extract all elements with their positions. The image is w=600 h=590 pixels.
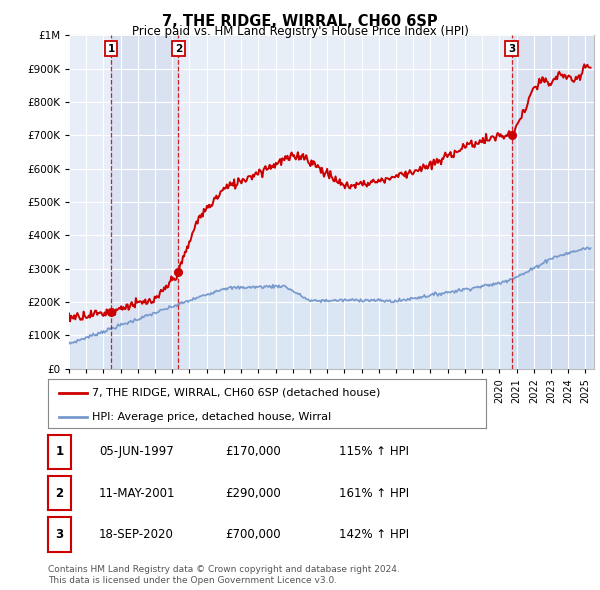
Text: 2: 2 xyxy=(55,487,64,500)
Text: 142% ↑ HPI: 142% ↑ HPI xyxy=(339,528,409,541)
Text: 161% ↑ HPI: 161% ↑ HPI xyxy=(339,487,409,500)
Text: 1: 1 xyxy=(55,445,64,458)
Text: £170,000: £170,000 xyxy=(225,445,281,458)
Text: £290,000: £290,000 xyxy=(225,487,281,500)
Text: £700,000: £700,000 xyxy=(225,528,281,541)
Text: Price paid vs. HM Land Registry's House Price Index (HPI): Price paid vs. HM Land Registry's House … xyxy=(131,25,469,38)
Text: This data is licensed under the Open Government Licence v3.0.: This data is licensed under the Open Gov… xyxy=(48,576,337,585)
Text: 3: 3 xyxy=(55,528,64,541)
Text: 1: 1 xyxy=(107,44,115,54)
Bar xyxy=(111,35,178,369)
Text: 11-MAY-2001: 11-MAY-2001 xyxy=(99,487,176,500)
Text: 18-SEP-2020: 18-SEP-2020 xyxy=(99,528,174,541)
Text: 115% ↑ HPI: 115% ↑ HPI xyxy=(339,445,409,458)
Text: 05-JUN-1997: 05-JUN-1997 xyxy=(99,445,174,458)
Text: 7, THE RIDGE, WIRRAL, CH60 6SP: 7, THE RIDGE, WIRRAL, CH60 6SP xyxy=(162,14,438,28)
Bar xyxy=(512,35,594,369)
Text: 7, THE RIDGE, WIRRAL, CH60 6SP (detached house): 7, THE RIDGE, WIRRAL, CH60 6SP (detached… xyxy=(92,388,380,398)
Text: 3: 3 xyxy=(508,44,515,54)
Text: HPI: Average price, detached house, Wirral: HPI: Average price, detached house, Wirr… xyxy=(92,412,331,422)
Text: 2: 2 xyxy=(175,44,182,54)
Text: Contains HM Land Registry data © Crown copyright and database right 2024.: Contains HM Land Registry data © Crown c… xyxy=(48,565,400,574)
